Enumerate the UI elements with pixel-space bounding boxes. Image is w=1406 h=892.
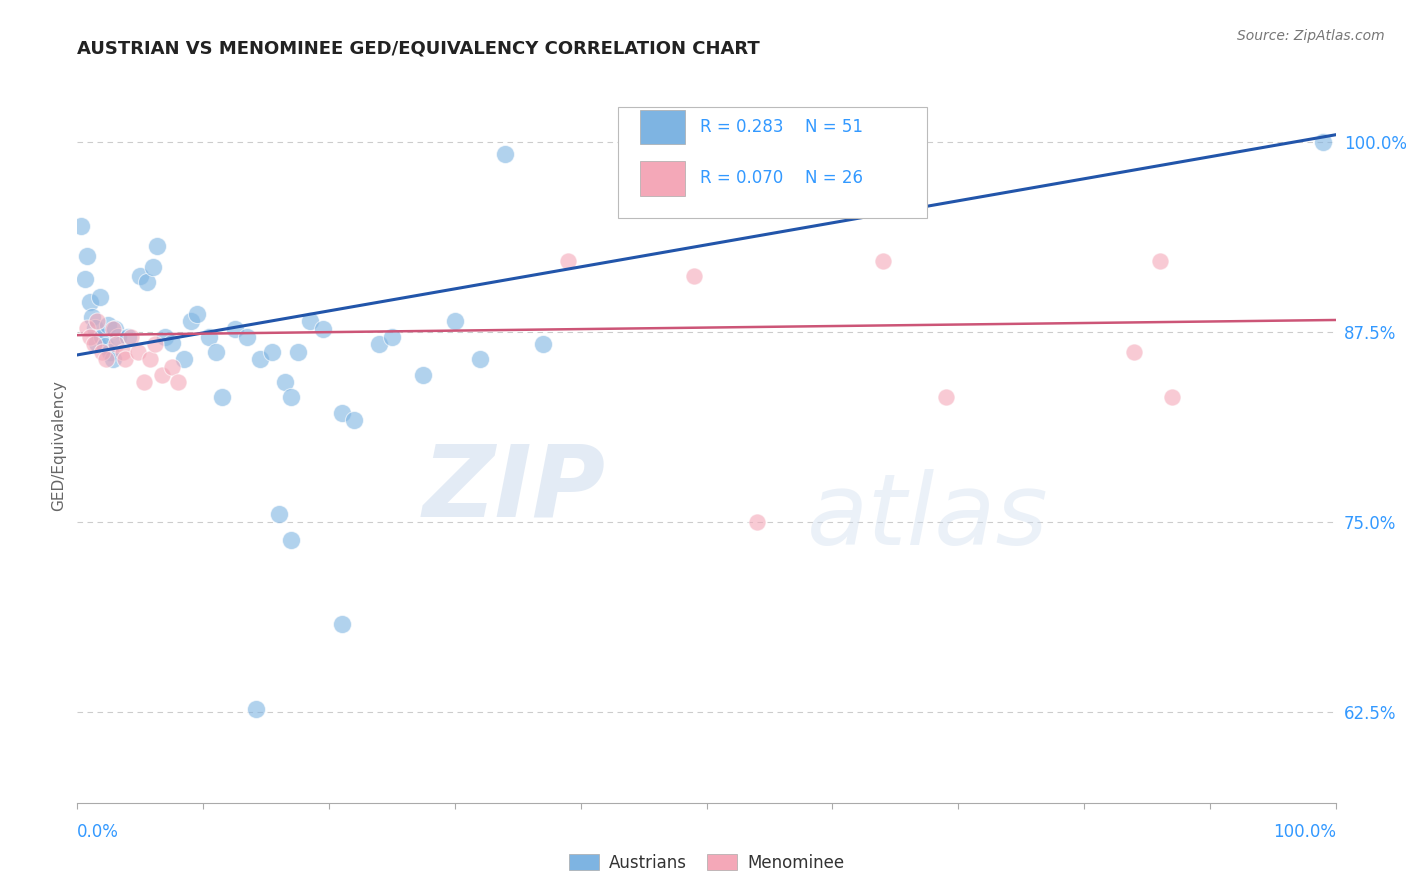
Point (267, 508, 290, 522)
Point (198, 329, 221, 343)
Point (120, 329, 142, 343)
Point (224, 322, 246, 336)
Point (86, 314, 108, 328)
Point (280, 533, 302, 548)
Point (468, 352, 491, 367)
Point (557, 253, 579, 268)
Point (82, 310, 104, 324)
Legend: Austrians, Menominee: Austrians, Menominee (564, 848, 849, 877)
Point (139, 352, 162, 367)
Point (79, 294, 101, 309)
Point (236, 329, 259, 343)
Point (132, 376, 155, 390)
Point (1149, 253, 1171, 268)
Point (104, 322, 127, 336)
Point (245, 701, 267, 715)
Point (83, 337, 105, 351)
Point (935, 391, 957, 405)
Point (101, 352, 124, 367)
Y-axis label: GED/Equivalency: GED/Equivalency (51, 381, 66, 511)
Point (101, 322, 124, 336)
Point (299, 314, 322, 328)
Point (1312, 136, 1334, 150)
Point (96, 318, 118, 332)
Text: R = 0.070: R = 0.070 (700, 169, 783, 187)
Point (105, 337, 128, 351)
Text: R = 0.283: R = 0.283 (700, 118, 783, 136)
Point (91, 329, 114, 343)
Point (330, 616, 353, 631)
Point (274, 376, 297, 390)
Point (280, 391, 302, 405)
Point (143, 337, 166, 351)
Point (330, 406, 353, 420)
FancyBboxPatch shape (619, 107, 927, 218)
Point (494, 147, 516, 161)
Point (180, 314, 202, 328)
Point (107, 329, 129, 343)
Point (872, 253, 894, 268)
Text: ZIP: ZIP (423, 441, 606, 537)
Point (70, 219, 93, 233)
Point (91, 344, 114, 359)
Point (98, 344, 121, 359)
Point (76, 320, 98, 334)
Point (111, 344, 134, 359)
Text: Source: ZipAtlas.com: Source: ZipAtlas.com (1237, 29, 1385, 43)
Point (84, 320, 107, 334)
Point (129, 268, 152, 283)
Bar (640, 110, 685, 144)
Point (186, 307, 208, 321)
Point (1123, 344, 1146, 359)
Point (381, 329, 404, 343)
Point (167, 376, 190, 390)
Point (745, 515, 768, 529)
Point (155, 329, 177, 343)
Point (160, 359, 183, 374)
Point (73, 272, 96, 286)
Point (683, 268, 706, 283)
Point (343, 413, 366, 427)
Point (117, 329, 139, 343)
Point (79, 329, 101, 343)
Point (160, 335, 183, 350)
Point (150, 368, 173, 382)
Point (444, 314, 467, 328)
Point (127, 344, 149, 359)
Point (145, 238, 167, 252)
Point (76, 249, 98, 263)
Point (211, 391, 233, 405)
Point (135, 275, 157, 289)
Point (412, 368, 434, 382)
Point (287, 344, 309, 359)
Point (249, 352, 271, 367)
Point (262, 344, 284, 359)
Point (531, 337, 554, 351)
Point (89, 290, 111, 304)
Point (114, 352, 136, 367)
Point (173, 352, 195, 367)
Bar (640, 161, 685, 195)
Point (204, 344, 226, 359)
Text: N = 26: N = 26 (804, 169, 863, 187)
Text: 0.0%: 0.0% (77, 822, 120, 840)
Point (142, 260, 165, 274)
Point (94, 339, 117, 353)
Text: 100.0%: 100.0% (1272, 822, 1336, 840)
Point (368, 337, 391, 351)
Text: AUSTRIAN VS MENOMINEE GED/EQUIVALENCY CORRELATION CHART: AUSTRIAN VS MENOMINEE GED/EQUIVALENCY CO… (77, 40, 761, 58)
Point (312, 322, 335, 336)
Text: N = 51: N = 51 (804, 118, 863, 136)
Point (1161, 391, 1184, 405)
Point (86, 335, 108, 350)
Text: atlas: atlas (807, 469, 1049, 566)
Point (96, 352, 118, 367)
